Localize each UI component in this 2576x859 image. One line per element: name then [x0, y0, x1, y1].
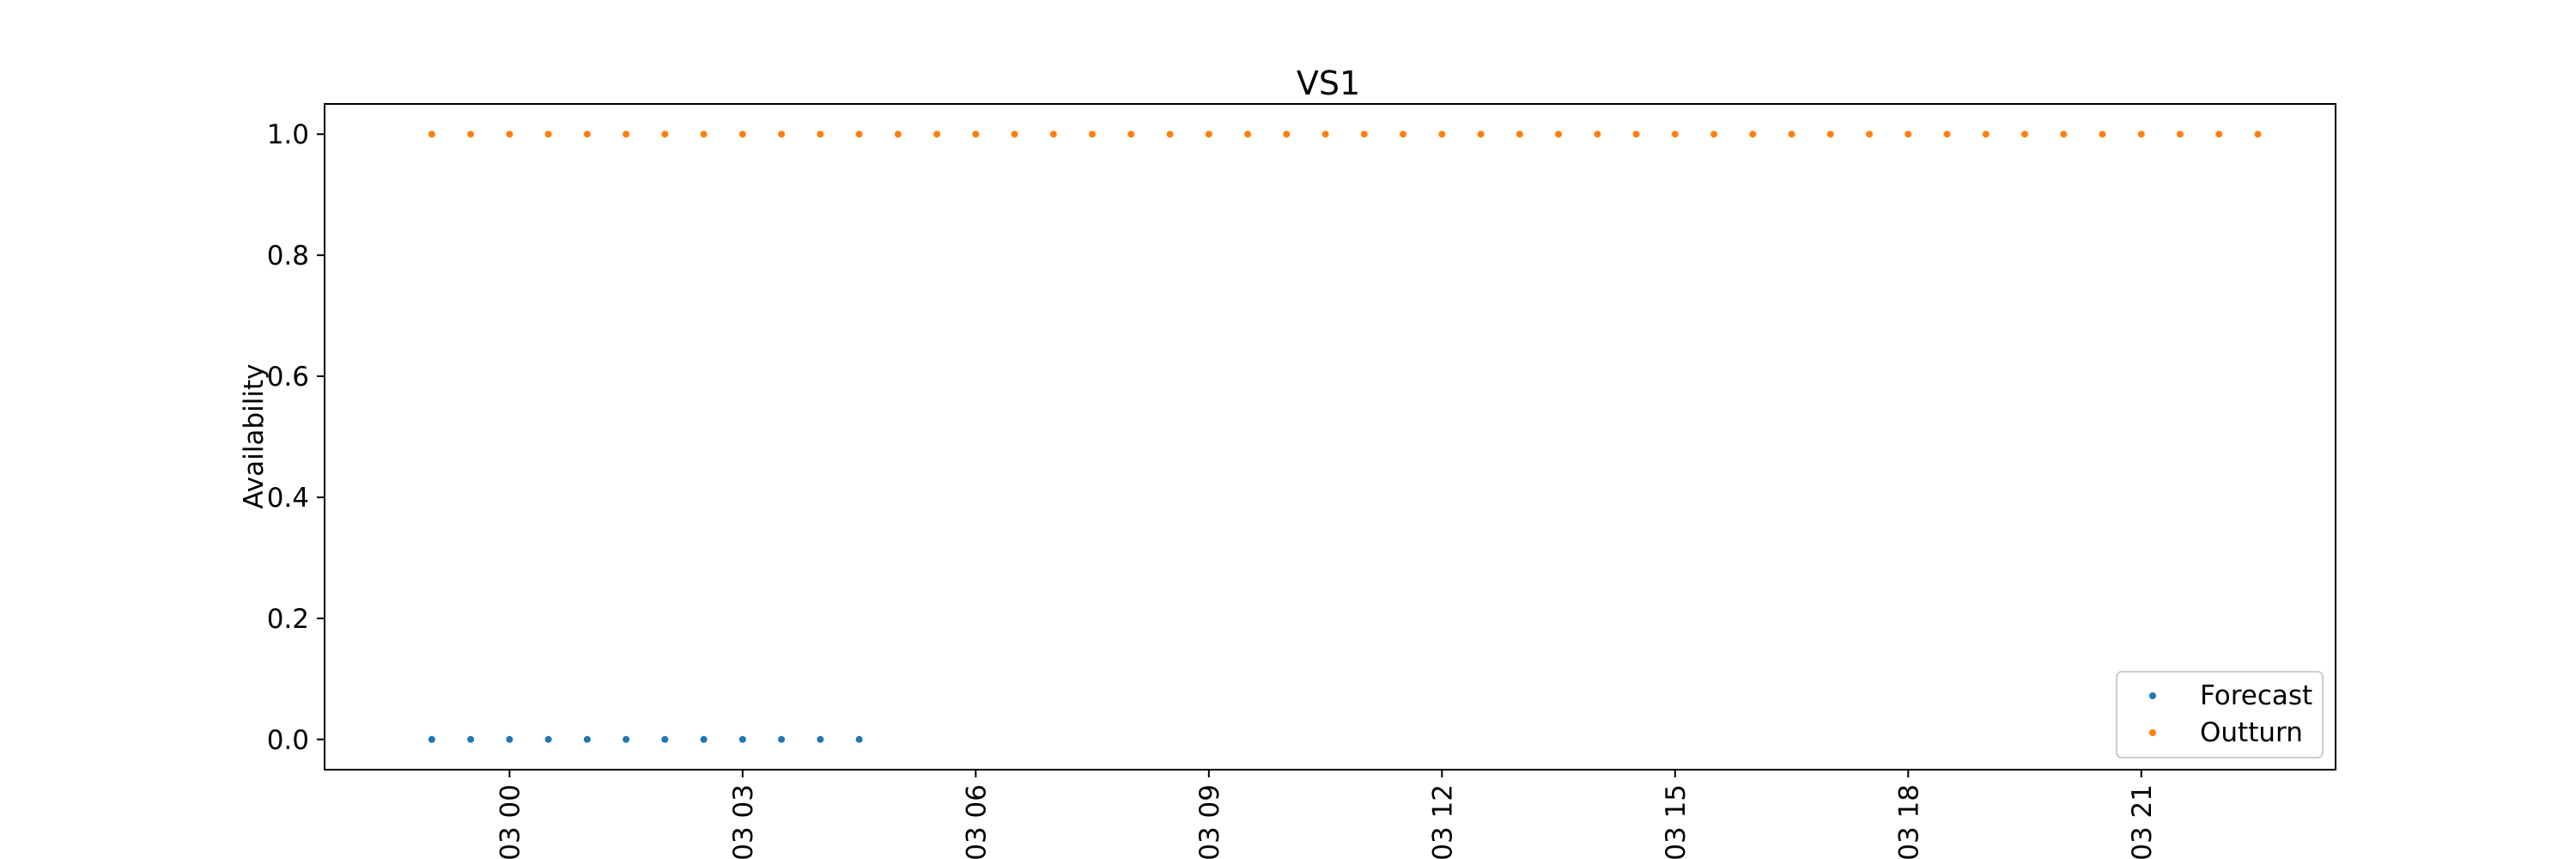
point-outturn: [1321, 131, 1329, 138]
point-forecast: [623, 735, 630, 743]
point-outturn: [1049, 131, 1057, 138]
point-outturn: [1632, 131, 1640, 138]
point-outturn: [428, 131, 435, 138]
point-outturn: [661, 131, 669, 138]
y-axis-ticks: 0.0 0.2 0.4 0.6 0.8 1.0: [267, 119, 325, 756]
legend-label-forecast: Forecast: [2200, 680, 2312, 711]
y-tick-label: 0.0: [267, 725, 309, 756]
point-outturn: [1438, 131, 1446, 138]
point-outturn: [933, 131, 941, 138]
point-outturn: [2177, 131, 2184, 138]
point-outturn: [1594, 131, 1601, 138]
x-tick-label: -03 00: [495, 784, 526, 859]
point-outturn: [1244, 131, 1252, 138]
x-axis-ticks: -03 00 -03 03 -03 06 -03 09 -03 12 -03 15 -03 …: [495, 770, 2158, 859]
legend-marker-outturn: [2149, 729, 2156, 736]
y-axis-label: Availability: [239, 364, 270, 509]
point-outturn: [2099, 131, 2106, 138]
point-outturn: [2060, 131, 2068, 138]
point-forecast: [700, 735, 708, 743]
point-outturn: [2254, 131, 2262, 138]
plot-area-frame: [324, 103, 2336, 771]
point-forecast: [738, 735, 746, 743]
point-outturn: [583, 131, 591, 138]
point-outturn: [778, 131, 786, 138]
point-outturn: [1477, 131, 1485, 138]
point-forecast: [428, 735, 435, 743]
point-outturn: [1826, 131, 1834, 138]
y-tick-label: 0.6: [267, 362, 309, 393]
x-tick-label: -03 03: [728, 784, 759, 859]
point-outturn: [1360, 131, 1368, 138]
legend-marker-forecast: [2149, 692, 2156, 699]
point-forecast: [583, 735, 591, 743]
point-forecast: [778, 735, 786, 743]
x-tick-label: -03 21: [2127, 784, 2158, 859]
y-tick-label: 0.8: [267, 241, 309, 271]
x-tick-label: -03 18: [1893, 784, 1924, 859]
point-outturn: [623, 131, 630, 138]
point-outturn: [700, 131, 708, 138]
point-outturn: [1205, 131, 1212, 138]
point-outturn: [1788, 131, 1795, 138]
point-outturn: [1011, 131, 1018, 138]
point-outturn: [1905, 131, 1912, 138]
point-outturn: [738, 131, 746, 138]
point-outturn: [894, 131, 902, 138]
point-outturn: [1671, 131, 1679, 138]
point-outturn: [1127, 131, 1135, 138]
point-outturn: [1710, 131, 1718, 138]
point-outturn: [1400, 131, 1407, 138]
point-outturn: [2215, 131, 2223, 138]
point-outturn: [1866, 131, 1874, 138]
point-outturn: [1166, 131, 1174, 138]
x-tick-label: -03 12: [1427, 784, 1458, 859]
point-outturn: [2021, 131, 2029, 138]
point-outturn: [1089, 131, 1097, 138]
x-tick-label: -03 06: [961, 784, 992, 859]
point-outturn: [817, 131, 824, 138]
x-tick-label: -03 15: [1661, 784, 1692, 859]
point-outturn: [1982, 131, 1990, 138]
point-outturn: [544, 131, 552, 138]
point-outturn: [467, 131, 475, 138]
point-forecast: [544, 735, 552, 743]
plot-points: [428, 131, 2262, 743]
point-forecast: [506, 735, 513, 743]
legend-label-outturn: Outturn: [2200, 717, 2303, 748]
point-outturn: [1555, 131, 1563, 138]
legend-box: [2116, 671, 2324, 758]
point-forecast: [661, 735, 669, 743]
point-outturn: [1943, 131, 1951, 138]
y-tick-label: 1.0: [267, 119, 309, 150]
point-outturn: [855, 131, 863, 138]
point-outturn: [1283, 131, 1291, 138]
point-outturn: [1516, 131, 1523, 138]
y-tick-label: 0.4: [267, 483, 309, 514]
point-outturn: [1749, 131, 1757, 138]
y-tick-label: 0.2: [267, 604, 309, 635]
point-outturn: [506, 131, 513, 138]
x-tick-label: -03 09: [1194, 784, 1225, 859]
point-outturn: [972, 131, 980, 138]
point-forecast: [467, 735, 475, 743]
legend: Forecast Outturn: [2116, 671, 2324, 758]
point-forecast: [817, 735, 824, 743]
point-outturn: [2137, 131, 2145, 138]
point-forecast: [855, 735, 863, 743]
chart-title: VS1: [1297, 64, 1360, 102]
